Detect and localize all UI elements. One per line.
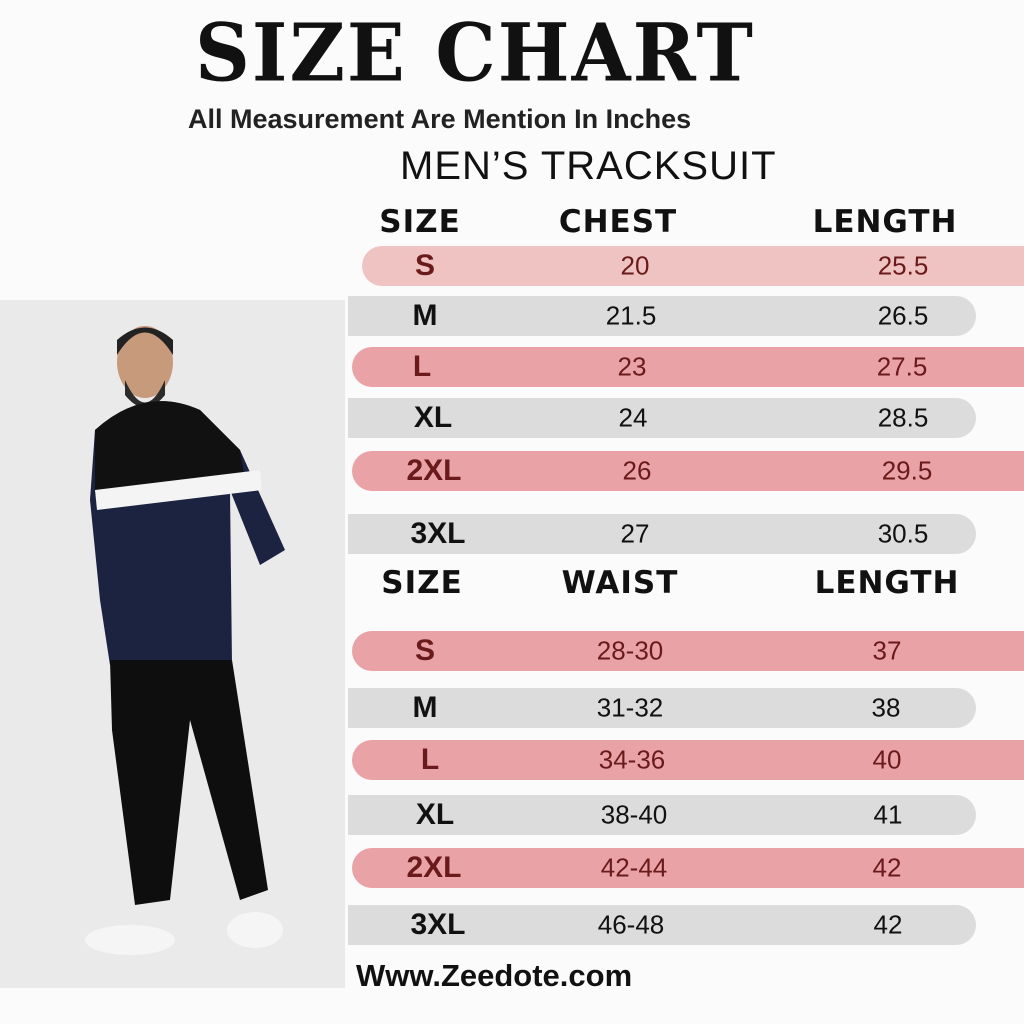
table-row: L 23 27.5 (352, 347, 1024, 387)
header-size: SIZE (379, 204, 461, 240)
length-cell: 41 (873, 799, 903, 830)
length-cell: 29.5 (881, 455, 933, 486)
chest-cell: 24 (618, 402, 648, 433)
size-cell: M (412, 299, 438, 332)
size-cell: 3XL (410, 908, 466, 941)
size-cell: S (414, 249, 436, 282)
table-row: M 31-32 38 (348, 688, 976, 728)
header-chest: CHEST (558, 204, 678, 240)
table-row: M 21.5 26.5 (348, 296, 976, 336)
size-cell: M (412, 691, 438, 724)
chest-cell: 26 (622, 455, 652, 486)
chest-cell: 21.5 (605, 300, 657, 331)
title: SIZE CHART (195, 5, 755, 100)
waist-cell: 34-36 (598, 744, 666, 775)
length-cell: 38 (871, 692, 901, 723)
length-cell: 42 (873, 909, 903, 940)
size-cell: L (420, 743, 440, 776)
chest-cell: 20 (620, 250, 650, 281)
length-cell: 30.5 (877, 518, 929, 549)
header-length: LENGTH (812, 204, 958, 240)
length-cell: 25.5 (877, 250, 929, 281)
website-url: Www.Zeedote.com (356, 958, 633, 993)
table-row: 2XL 26 29.5 (352, 451, 1024, 491)
header-size: SIZE (381, 565, 463, 601)
length-cell: 28.5 (877, 402, 929, 433)
size-cell: 3XL (410, 517, 466, 550)
model-photo (0, 300, 345, 988)
length-cell: 27.5 (876, 351, 928, 382)
size-cell: S (414, 634, 436, 667)
waist-cell: 38-40 (600, 799, 668, 830)
header-length: LENGTH (814, 565, 960, 601)
waist-cell: 28-30 (596, 635, 664, 666)
size-cell: XL (415, 798, 455, 831)
length-cell: 40 (872, 744, 902, 775)
size-cell: XL (413, 401, 453, 434)
size-cell: 2XL (406, 454, 462, 487)
length-cell: 37 (872, 635, 902, 666)
product-name: MEN’S TRACKSUIT (400, 144, 777, 188)
waist-cell: 31-32 (596, 692, 664, 723)
table-row: XL 24 28.5 (348, 398, 976, 438)
chest-cell: 27 (620, 518, 650, 549)
table-row: XL 38-40 41 (348, 795, 976, 835)
size-cell: 2XL (406, 851, 462, 884)
subtitle: All Measurement Are Mention In Inches (188, 104, 692, 134)
waist-cell: 46-48 (597, 909, 665, 940)
length-cell: 42 (872, 852, 902, 883)
table-row: S 28-30 37 (352, 631, 1024, 671)
table-row: S 20 25.5 (362, 246, 1024, 286)
table-row: L 34-36 40 (352, 740, 1024, 780)
size-cell: L (412, 350, 432, 383)
table-row: 2XL 42-44 42 (352, 848, 1024, 888)
chest-cell: 23 (617, 351, 647, 382)
table-row: 3XL 27 30.5 (348, 514, 976, 554)
table-row: 3XL 46-48 42 (348, 905, 976, 945)
length-cell: 26.5 (877, 300, 929, 331)
waist-cell: 42-44 (600, 852, 668, 883)
header-waist: WAIST (561, 565, 679, 601)
